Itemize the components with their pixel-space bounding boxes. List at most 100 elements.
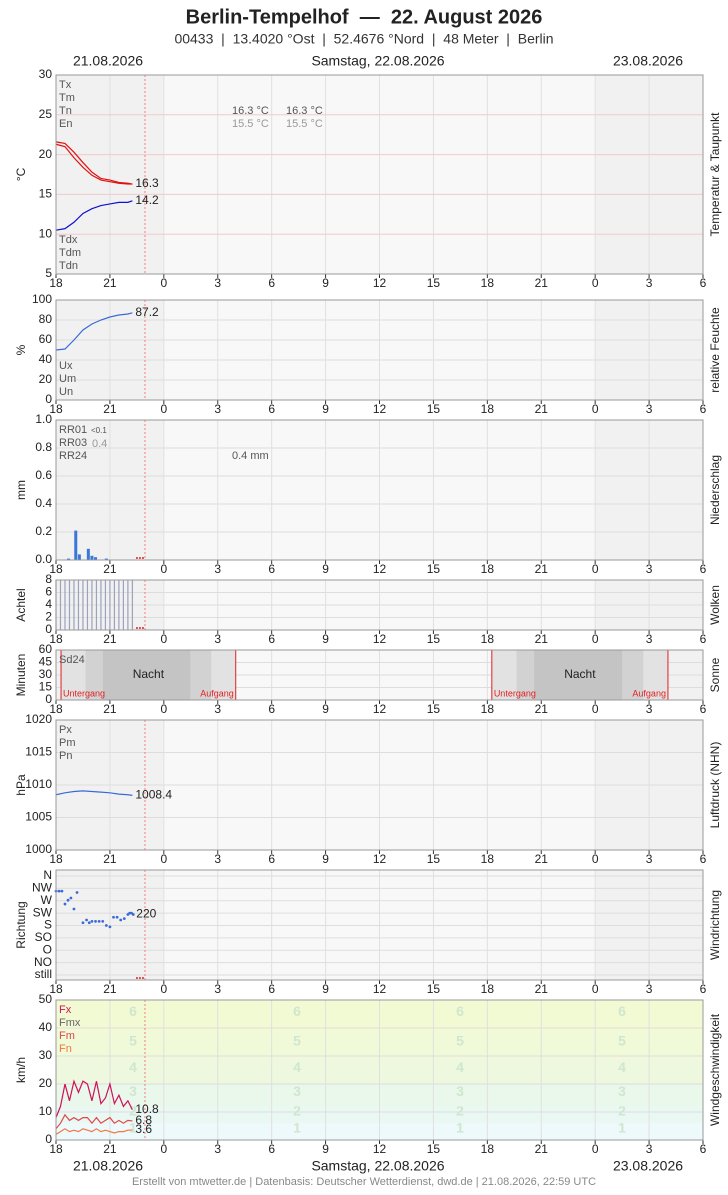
point bbox=[115, 915, 119, 919]
annotation: 15.5 °C bbox=[232, 118, 269, 130]
legend-label: Tn bbox=[59, 105, 72, 117]
x-tick-label: 0 bbox=[160, 562, 167, 576]
y-tick-label: 2 bbox=[45, 610, 52, 624]
x-tick-label: 18 bbox=[481, 982, 495, 996]
beaufort-label: 6 bbox=[293, 1003, 301, 1019]
x-tick-label: 18 bbox=[49, 402, 63, 416]
bar bbox=[118, 580, 120, 630]
legend-label: Tdx bbox=[59, 234, 78, 246]
y-tick-label: 10 bbox=[39, 226, 53, 240]
beaufort-label: 1 bbox=[618, 1119, 626, 1135]
y-tick-label: 40 bbox=[39, 1020, 53, 1034]
x-tick-label: 18 bbox=[481, 562, 495, 576]
x-tick-label: 15 bbox=[427, 982, 441, 996]
line bbox=[55, 200, 133, 231]
x-tick-label: 6 bbox=[700, 702, 707, 716]
bar bbox=[68, 580, 71, 630]
plot-border bbox=[55, 299, 704, 401]
beaufort-label: 1 bbox=[456, 1119, 464, 1135]
x-tick-label: 3 bbox=[214, 402, 221, 416]
beaufort-label: 2 bbox=[293, 1103, 301, 1119]
bar bbox=[100, 580, 102, 630]
x-tick-label: 15 bbox=[427, 402, 441, 416]
x-tick-label: 0 bbox=[592, 1142, 599, 1156]
missing-mark bbox=[138, 557, 141, 559]
beaufort-label: 4 bbox=[293, 1059, 301, 1075]
line bbox=[55, 1128, 133, 1135]
date: 21.08.2026 bbox=[73, 53, 143, 69]
plot-border bbox=[55, 419, 704, 561]
end-label: 220 bbox=[136, 907, 156, 921]
x-tick-label: 6 bbox=[700, 852, 707, 866]
point bbox=[81, 921, 85, 925]
x-tick-label: 3 bbox=[214, 276, 221, 290]
x-tick-label: 3 bbox=[214, 632, 221, 646]
missing-mark bbox=[135, 557, 138, 559]
subtitle: 00433 | 13.4020 °Ost | 52.4676 °Nord | 4… bbox=[174, 31, 553, 47]
y-tick-label: 0.8 bbox=[35, 440, 52, 454]
side-label: Temperatur & Taupunkt bbox=[708, 112, 722, 237]
bar bbox=[94, 557, 98, 560]
x-tick-label: 18 bbox=[49, 1142, 63, 1156]
date: Samstag, 22.08.2026 bbox=[311, 1158, 444, 1174]
x-tick-label: 0 bbox=[592, 562, 599, 576]
x-tick-label: 21 bbox=[535, 562, 549, 576]
x-tick-label: 21 bbox=[535, 852, 549, 866]
y-axis-title: hPa bbox=[14, 774, 28, 796]
x-tick-label: 15 bbox=[427, 562, 441, 576]
y-tick-label: 0 bbox=[45, 622, 52, 636]
y-tick-label: SO bbox=[35, 930, 52, 944]
legend-label: Px bbox=[59, 724, 72, 736]
x-tick-label: 6 bbox=[700, 1142, 707, 1156]
bar bbox=[86, 580, 89, 630]
y-tick-label: O bbox=[43, 942, 52, 956]
legend-label: RR24 bbox=[59, 450, 87, 462]
point bbox=[101, 919, 105, 923]
y-tick-label: 15 bbox=[39, 680, 53, 694]
x-tick-label: 12 bbox=[373, 402, 387, 416]
point bbox=[60, 889, 64, 893]
x-tick-label: 21 bbox=[535, 1142, 549, 1156]
date: 23.08.2026 bbox=[613, 53, 683, 69]
x-tick-label: 3 bbox=[214, 702, 221, 716]
point bbox=[112, 915, 115, 919]
x-tick-label: 0 bbox=[160, 402, 167, 416]
beaufort-label: 4 bbox=[129, 1059, 137, 1075]
x-tick-label: 18 bbox=[481, 1142, 495, 1156]
x-tick-label: 18 bbox=[481, 276, 495, 290]
missing-mark bbox=[141, 627, 144, 629]
y-tick-label: S bbox=[44, 918, 52, 932]
y-tick-label: 20 bbox=[39, 1076, 53, 1090]
bar bbox=[104, 558, 108, 560]
missing-mark bbox=[141, 977, 144, 979]
beaufort-label: 2 bbox=[456, 1103, 464, 1119]
y-tick-label: 60 bbox=[39, 332, 53, 346]
y-axis-title: km/h bbox=[14, 1057, 28, 1083]
bar bbox=[77, 580, 80, 630]
x-tick-label: 0 bbox=[160, 276, 167, 290]
point bbox=[66, 898, 70, 902]
x-tick-label: 0 bbox=[592, 402, 599, 416]
line bbox=[55, 143, 133, 185]
y-tick-label: 8 bbox=[45, 572, 52, 586]
x-tick-label: 6 bbox=[700, 982, 707, 996]
beaufort-label: 4 bbox=[456, 1059, 464, 1075]
beaufort-label: 6 bbox=[618, 1003, 626, 1019]
bar bbox=[109, 580, 111, 630]
missing-mark bbox=[138, 627, 141, 629]
side-label: Luftdruck (NHN) bbox=[708, 742, 722, 829]
beaufort-label: 1 bbox=[293, 1119, 301, 1135]
x-tick-label: 18 bbox=[49, 982, 63, 996]
plot-border bbox=[55, 579, 704, 631]
y-tick-label: 25 bbox=[39, 107, 53, 121]
legend-label: Sd24 bbox=[59, 654, 85, 666]
legend-label: Fx bbox=[59, 1004, 72, 1016]
legend-label: Ux bbox=[59, 360, 73, 372]
x-tick-label: 12 bbox=[373, 632, 387, 646]
beaufort-label: 6 bbox=[456, 1003, 464, 1019]
x-tick-label: 21 bbox=[103, 852, 117, 866]
point bbox=[75, 891, 79, 894]
side-label: Windgeschwindigkeit bbox=[708, 1013, 722, 1126]
x-tick-label: 21 bbox=[103, 702, 117, 716]
